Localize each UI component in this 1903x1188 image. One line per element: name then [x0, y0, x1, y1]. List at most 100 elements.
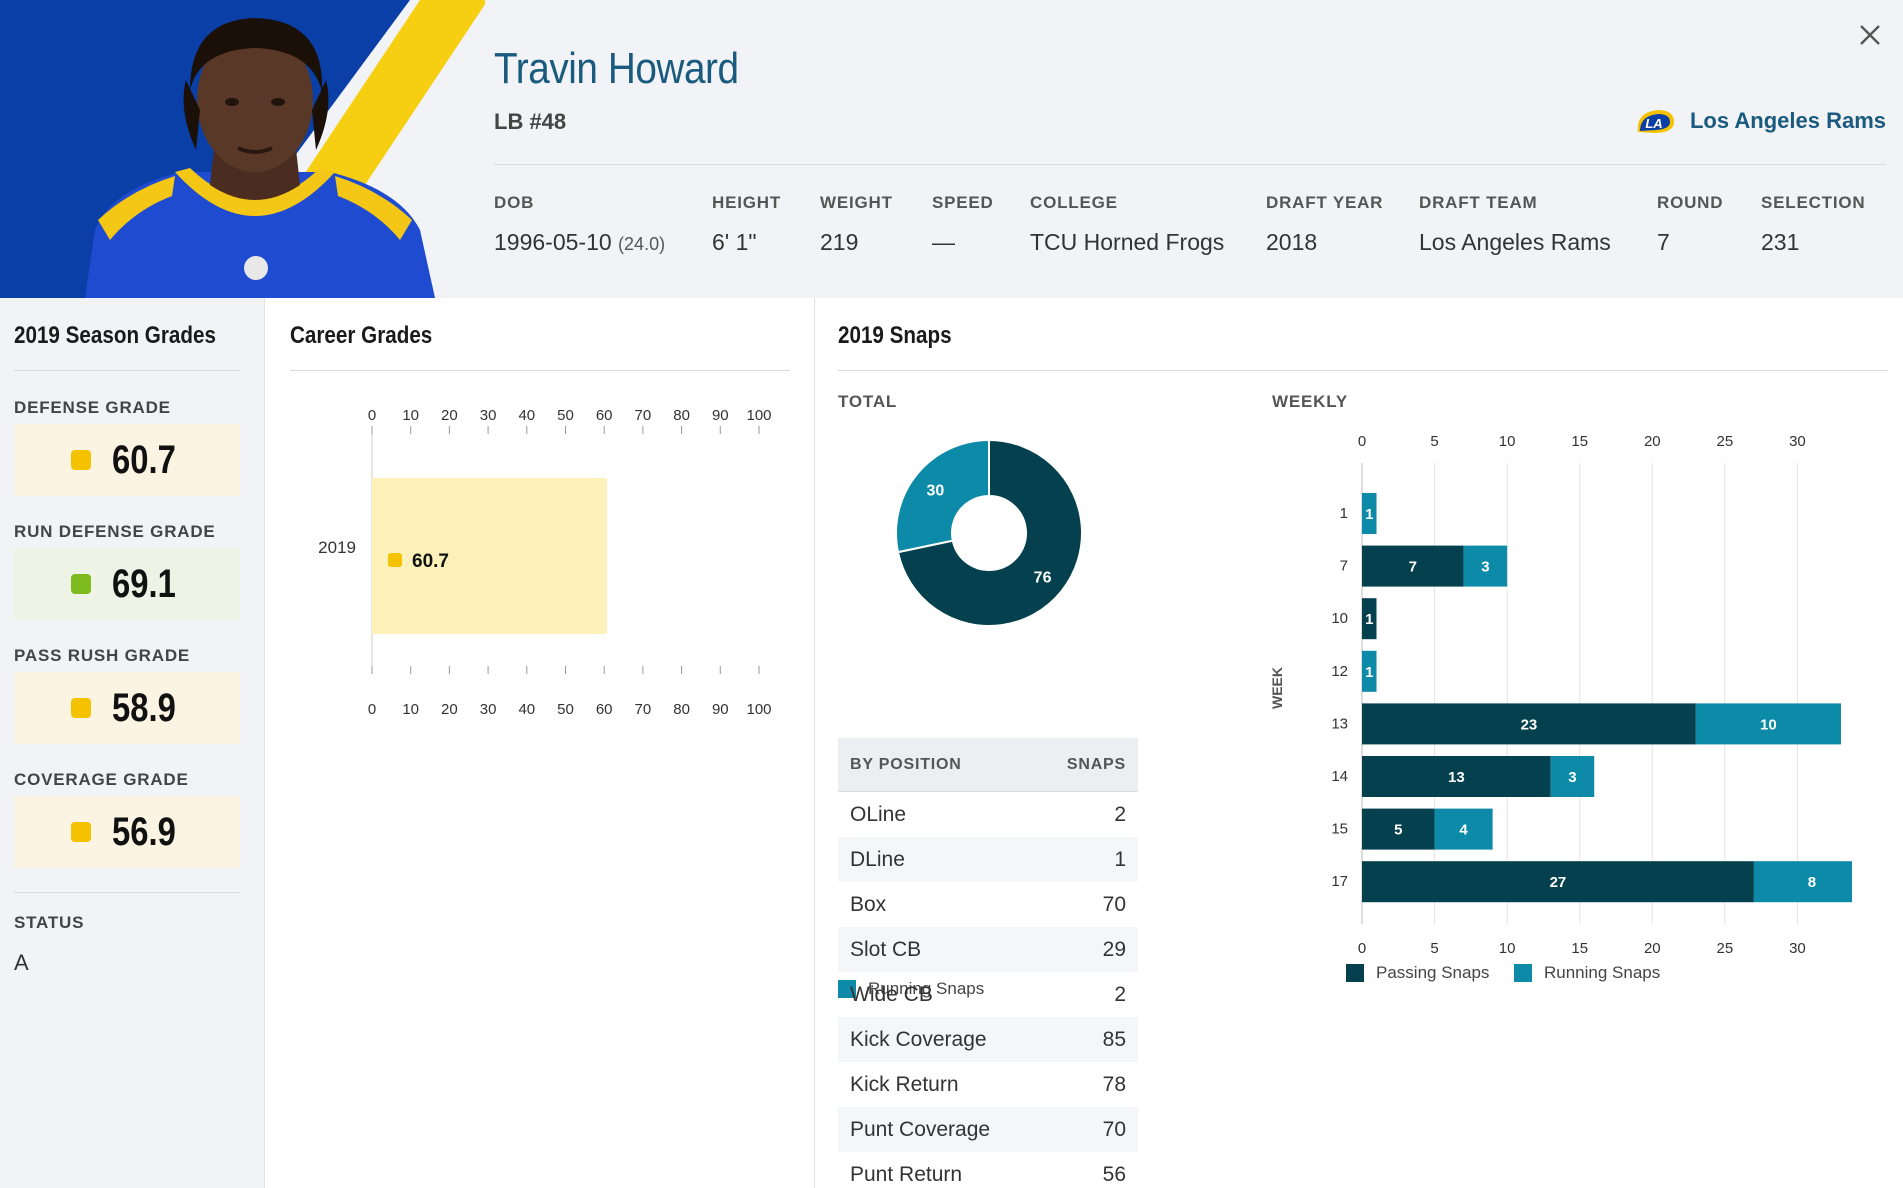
defense-grade-box: 60.7 — [14, 424, 240, 496]
team-link[interactable]: LA Los Angeles Rams — [1634, 106, 1886, 136]
divider — [838, 370, 1888, 371]
y-category-label: 15 — [1331, 821, 1348, 838]
grade-label: DEFENSE GRADE — [14, 398, 171, 417]
weekly-bar-label: 1 — [1365, 664, 1373, 681]
team-name: Los Angeles Rams — [1689, 108, 1886, 133]
x-tick-label-top: 15 — [1571, 433, 1588, 450]
weekly-bar-label: 10 — [1760, 716, 1777, 733]
player-header: Travin Howard LB #48 LA Los Angeles Rams… — [0, 0, 1903, 298]
donut-slice — [895, 438, 990, 554]
grade-value: 58.9 — [112, 685, 176, 730]
x-tick-label-bottom: 25 — [1717, 940, 1734, 957]
weekly-bar-label: 3 — [1568, 769, 1576, 786]
player-photo — [0, 0, 485, 298]
info-weight: WEIGHT 219 — [820, 193, 893, 256]
career-bar — [372, 478, 607, 634]
position-name: DLine — [850, 847, 905, 871]
bar-grade-dot — [388, 553, 402, 567]
weekly-bar-label: 1 — [1365, 506, 1373, 523]
info-label: DRAFT YEAR — [1266, 193, 1384, 212]
position-name: Kick Return — [850, 1072, 959, 1096]
status-value: A — [14, 950, 29, 975]
x-tick-label-bottom: 0 — [368, 701, 376, 718]
column-header-position[interactable]: BY POSITION — [850, 755, 962, 773]
season-grades-title: 2019 Season Grades — [14, 322, 216, 349]
grade-color-dot — [71, 698, 92, 718]
position-name: OLine — [850, 802, 907, 826]
table-row: Punt Coverage 70 — [838, 1107, 1138, 1152]
info-value: TCU Horned Frogs — [1030, 229, 1225, 255]
x-tick-label-top: 40 — [518, 407, 535, 424]
x-tick-label-top: 90 — [712, 407, 729, 424]
position-snaps: 29 — [1102, 937, 1126, 961]
x-tick-label-top: 20 — [1644, 433, 1661, 450]
position-snaps: 70 — [1102, 892, 1126, 916]
x-tick-label-top: 10 — [402, 407, 419, 424]
x-tick-label-bottom: 90 — [712, 701, 729, 718]
weekly-bar-label: 3 — [1481, 559, 1489, 576]
weekly-bar-segment — [1550, 756, 1595, 797]
weekly-bar-segment — [1362, 703, 1696, 745]
x-tick-label-bottom: 70 — [635, 701, 652, 718]
coverage-grade-box: 56.9 — [14, 796, 240, 868]
by-position-table: BY POSITION SNAPS OLine 2 DLine 1 Box 70 Slot … — [838, 738, 1138, 1188]
weekly-label: WEEKLY — [1272, 392, 1348, 411]
donut-slice — [896, 438, 1083, 627]
info-value: 6' 1" — [712, 229, 757, 255]
weekly-bar-segment — [1753, 861, 1852, 903]
legend-swatch — [1514, 964, 1532, 982]
weekly-bar-label: 4 — [1459, 822, 1468, 839]
x-tick-label-bottom: 100 — [746, 701, 771, 718]
donut-slice-label: 30 — [927, 483, 945, 500]
x-tick-label-bottom: 10 — [402, 701, 419, 718]
y-category-label: 7 — [1340, 558, 1348, 575]
legend-label: Running Snaps — [868, 979, 985, 998]
info-draft-team: DRAFT TEAM Los Angeles Rams — [1419, 193, 1611, 256]
y-axis-label: WEEK — [1269, 667, 1285, 709]
close-button[interactable] — [1855, 20, 1885, 50]
position-snaps: 70 — [1102, 1117, 1126, 1141]
player-position: LB #48 — [494, 109, 567, 134]
x-tick-label-top: 30 — [480, 407, 497, 424]
grade-value: 56.9 — [112, 809, 176, 854]
column-header-snaps[interactable]: SNAPS — [1066, 755, 1126, 773]
x-tick-label-top: 70 — [635, 407, 652, 424]
grade-color-dot — [71, 574, 92, 594]
grade-value: 60.7 — [112, 437, 176, 482]
total-snaps-donut: 76 30 — [895, 438, 1083, 627]
info-label: SPEED — [932, 193, 994, 212]
legend-swatch — [838, 980, 856, 998]
info-value: 1996-05-10 — [494, 229, 612, 255]
player-photo-illustration — [0, 0, 485, 298]
y-category-label: 1 — [1340, 505, 1348, 522]
position-name: Kick Coverage — [850, 1027, 987, 1051]
x-tick-label-top: 0 — [1358, 433, 1366, 450]
info-label: SELECTION — [1761, 193, 1866, 212]
grade-color-dot — [71, 822, 92, 842]
x-tick-label-top: 100 — [746, 407, 771, 424]
legend-label: Passing Snaps — [1376, 963, 1490, 982]
x-tick-label-top: 25 — [1717, 433, 1734, 450]
player-name: Travin Howard — [494, 44, 739, 93]
info-label: HEIGHT — [712, 193, 782, 212]
x-tick-label-bottom: 20 — [441, 701, 458, 718]
weekly-legend-running: Running Snaps — [1514, 963, 1660, 983]
x-tick-label-bottom: 15 — [1571, 940, 1588, 957]
weekly-bar-segment — [1362, 861, 1754, 903]
grade-label: RUN DEFENSE GRADE — [14, 522, 216, 541]
info-label: COLLEGE — [1030, 193, 1118, 212]
y-category-label: 13 — [1331, 715, 1348, 732]
grade-label: PASS RUSH GRADE — [14, 646, 191, 665]
x-tick-label-top: 30 — [1789, 433, 1806, 450]
position-snaps: 1 — [1114, 847, 1126, 871]
table-body: OLine 2 DLine 1 Box 70 Slot CB 29 Wide CB 2 Kick C… — [838, 792, 1138, 1188]
position-name: Punt Return — [850, 1162, 963, 1186]
info-college: COLLEGE TCU Horned Frogs — [1030, 193, 1224, 256]
x-tick-label-top: 10 — [1499, 433, 1516, 450]
run-defense-grade-box: 69.1 — [14, 548, 240, 620]
weekly-bar-label: 5 — [1394, 822, 1402, 839]
info-dob: DOB 1996-05-10 (24.0) — [494, 193, 665, 256]
grade-label: COVERAGE GRADE — [14, 770, 189, 789]
pass-rush-grade-box: 58.9 — [14, 672, 240, 744]
legend-swatch — [1346, 964, 1364, 982]
